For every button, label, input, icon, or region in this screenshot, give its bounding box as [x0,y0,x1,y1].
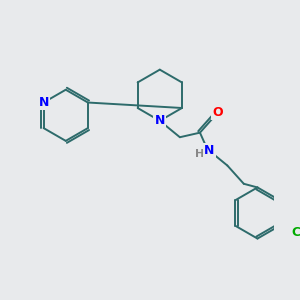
Text: N: N [204,144,214,158]
Text: O: O [212,106,223,119]
Text: N: N [154,114,165,127]
Text: N: N [38,96,49,109]
Text: Cl: Cl [291,226,300,239]
Text: H: H [195,149,205,159]
